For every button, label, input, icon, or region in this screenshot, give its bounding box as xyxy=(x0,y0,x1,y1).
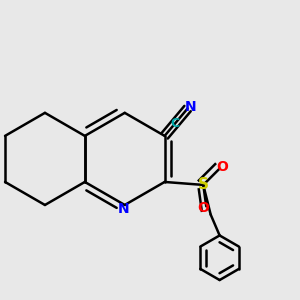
Text: O: O xyxy=(197,201,209,215)
Text: C: C xyxy=(170,117,179,130)
Text: N: N xyxy=(117,202,129,216)
Text: N: N xyxy=(185,100,196,114)
Text: S: S xyxy=(198,177,209,192)
Text: O: O xyxy=(217,160,229,174)
